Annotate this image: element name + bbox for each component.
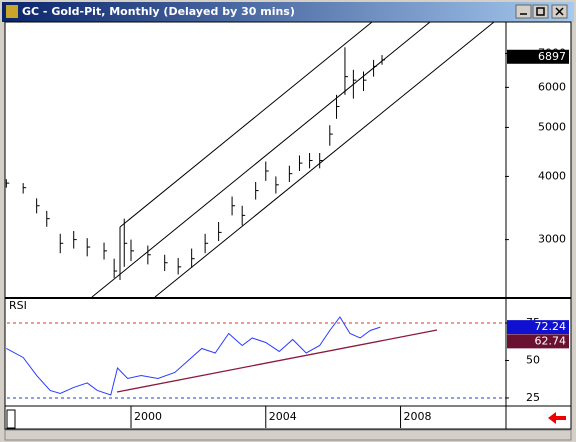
- y-tick-label: 5000: [538, 120, 566, 133]
- y-tick-label: 25: [526, 391, 540, 404]
- x-tick-label: 2008: [404, 410, 432, 423]
- trend-box: [507, 334, 569, 349]
- panel-title: RSI: [9, 299, 27, 312]
- x-tick-label: 2000: [134, 410, 162, 423]
- window-title: GC - Gold-Pit, Monthly (Delayed by 30 mi…: [22, 5, 295, 18]
- minimize[interactable]: [515, 4, 532, 19]
- x-tick-label: 2004: [269, 410, 297, 423]
- last-price-box: [507, 49, 569, 64]
- y-tick-label: 50: [526, 353, 540, 366]
- app-icon: [6, 5, 18, 18]
- y-tick-label: 3000: [538, 233, 566, 246]
- maximize[interactable]: [532, 4, 549, 19]
- scrollbar[interactable]: [4, 429, 572, 441]
- chart-area: [4, 21, 572, 430]
- nav-arrow[interactable]: [548, 412, 566, 424]
- last-rsi-box: [507, 320, 569, 335]
- y-tick-label: 4000: [538, 169, 566, 182]
- rsi-trendline: [116, 329, 438, 393]
- y-tick-label: 6000: [538, 80, 566, 93]
- last-price: 6897: [538, 50, 566, 63]
- title-bar: [2, 2, 574, 22]
- last-rsi: 72.24: [535, 320, 567, 333]
- window-buttons[interactable]: [515, 4, 568, 19]
- trend-value: 62.74: [535, 334, 567, 347]
- rsi-line: [6, 316, 381, 396]
- scroll-thumb[interactable]: [6, 409, 16, 429]
